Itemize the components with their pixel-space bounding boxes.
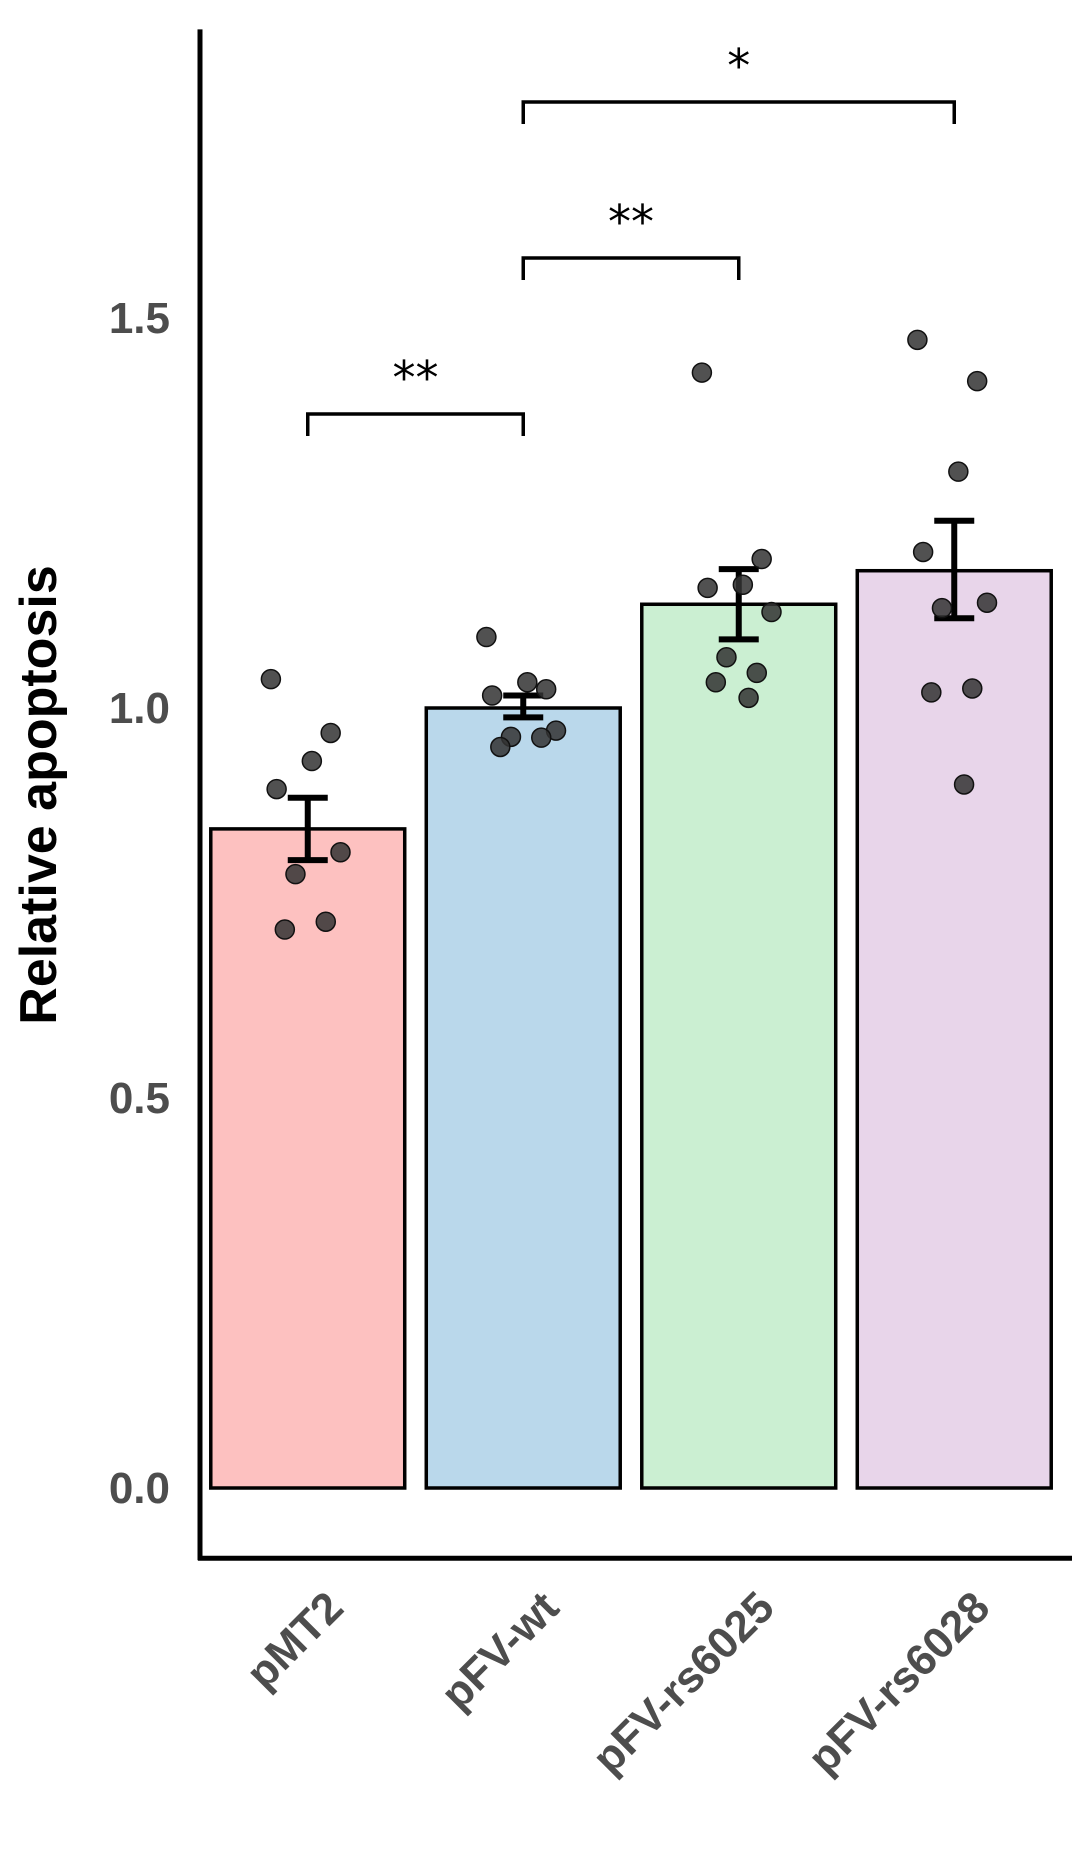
data-point-pFV-rs6028 — [931, 597, 953, 619]
bracket-line — [521, 256, 741, 280]
significance-bracket-2: ** — [521, 195, 741, 280]
y-tick-label: 0.0 — [109, 1464, 170, 1513]
bracket-line — [306, 412, 525, 436]
data-point-pFV-rs6028 — [962, 678, 983, 699]
data-point-pFV-rs6028 — [912, 541, 934, 563]
data-point-pMT2 — [274, 919, 296, 940]
data-point-pFV-rs6025 — [746, 662, 768, 684]
data-point-pMT2 — [315, 911, 337, 932]
data-point-pMT2 — [301, 750, 323, 772]
y-axis-label: Relative apoptosis — [10, 565, 68, 1024]
data-point-pFV-rs6025 — [738, 687, 759, 709]
data-point-pFV-rs6025 — [751, 548, 772, 570]
significance-label: ** — [393, 351, 439, 405]
bar-pFV-rs6025 — [640, 602, 838, 1490]
data-point-pMT2 — [285, 863, 306, 885]
data-point-pFV-rs6028 — [976, 592, 998, 613]
data-points-layer — [260, 329, 998, 940]
data-point-pFV-wt — [535, 679, 557, 700]
significance-label: * — [727, 39, 750, 93]
data-point-pFV-rs6028 — [953, 774, 975, 795]
bar-pMT2 — [209, 827, 407, 1490]
y-tick-label: 0.5 — [109, 1074, 170, 1123]
data-point-pFV-wt — [476, 626, 497, 648]
x-tick-label-pFV-rs6025: pFV-rs6025 — [583, 1583, 784, 1784]
bracket-line — [521, 100, 956, 124]
bars-layer — [209, 568, 1053, 1490]
data-point-pFV-wt — [490, 736, 511, 758]
significance-label: ** — [608, 195, 654, 249]
error-bar-pFV-wt — [503, 692, 544, 721]
data-point-pMT2 — [320, 722, 341, 744]
y-tick-label: 1.0 — [109, 684, 170, 733]
data-point-pFV-wt — [517, 672, 538, 693]
significance-bracket-3: * — [521, 39, 956, 124]
x-tick-label-pMT2: pMT2 — [237, 1583, 353, 1699]
x-tick-label-pFV-rs6028: pFV-rs6028 — [799, 1583, 1000, 1784]
axes-layer — [197, 29, 1072, 1561]
x-tick-label-pFV-wt: pFV-wt — [432, 1582, 569, 1719]
data-point-pMT2 — [260, 668, 282, 690]
data-point-pMT2 — [266, 778, 287, 800]
data-point-pFV-rs6025 — [716, 647, 737, 668]
data-point-pMT2 — [330, 842, 351, 863]
data-point-pFV-rs6025 — [691, 362, 713, 383]
significance-bracket-1: ** — [306, 351, 525, 436]
data-point-pFV-rs6028 — [907, 329, 928, 351]
significance-layer: ***** — [306, 39, 956, 436]
bar-pFV-rs6028 — [855, 568, 1053, 1490]
error-bar-pMT2 — [287, 794, 328, 864]
data-point-pFV-wt — [531, 727, 552, 748]
data-point-pFV-rs6028 — [966, 370, 988, 392]
data-point-pFV-rs6028 — [948, 461, 969, 482]
data-point-pFV-rs6028 — [921, 682, 942, 703]
data-point-pFV-rs6025 — [732, 574, 754, 596]
data-point-pFV-rs6025 — [705, 672, 727, 693]
data-point-pFV-rs6025 — [761, 601, 782, 623]
bar-pFV-wt — [424, 706, 622, 1490]
data-point-pFV-rs6025 — [697, 577, 718, 599]
data-point-pFV-wt — [481, 685, 503, 706]
y-tick-label: 1.5 — [109, 294, 170, 343]
